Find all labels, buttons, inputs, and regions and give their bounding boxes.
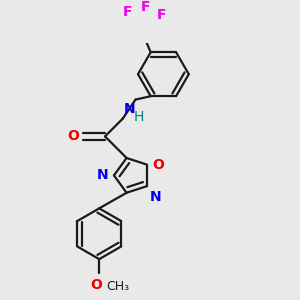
- Text: F: F: [122, 5, 132, 19]
- Text: CH₃: CH₃: [106, 280, 130, 293]
- Text: H: H: [134, 110, 144, 124]
- Text: O: O: [90, 278, 102, 292]
- Text: N: N: [124, 102, 136, 116]
- Text: N: N: [150, 190, 161, 204]
- Text: F: F: [141, 0, 150, 14]
- Text: N: N: [97, 168, 109, 182]
- Text: F: F: [157, 8, 166, 22]
- Text: O: O: [67, 129, 79, 143]
- Text: O: O: [152, 158, 164, 172]
